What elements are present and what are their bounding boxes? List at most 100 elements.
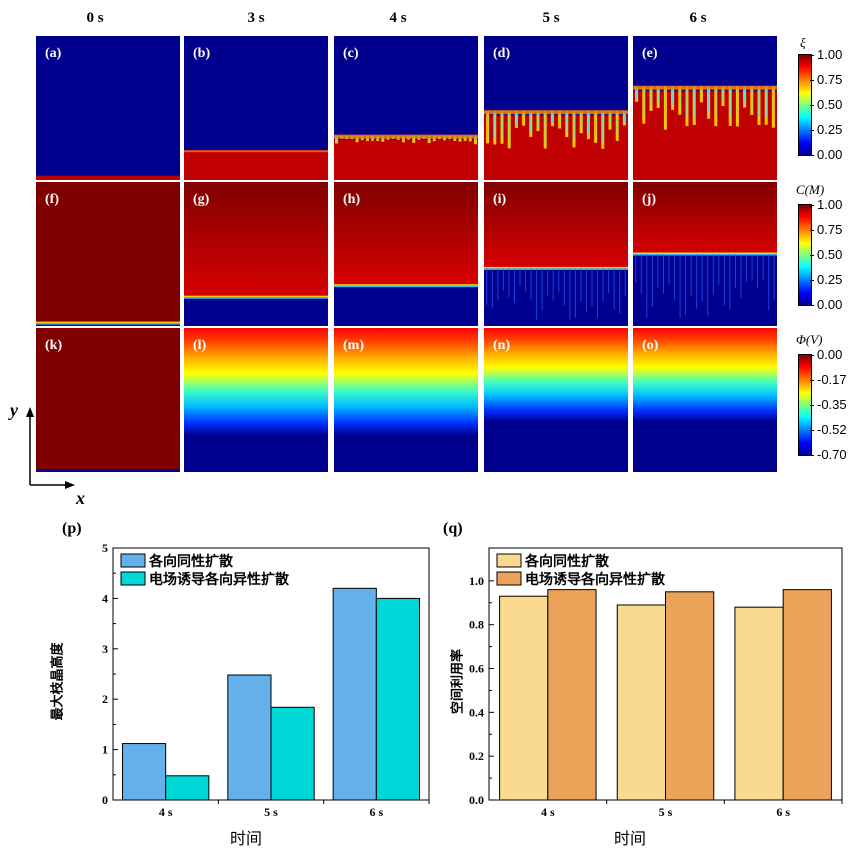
colorbar-tick-label: 0.50 xyxy=(817,97,843,112)
panel-label: (f) xyxy=(45,192,59,207)
colorbar-tick-label: -0.70 xyxy=(817,447,847,462)
bar-p-2-0 xyxy=(332,587,377,801)
panel-concentration-3: (i) xyxy=(484,182,628,326)
panel-potential-1: (l) xyxy=(184,328,328,472)
colorbar-tickmark xyxy=(810,430,814,431)
panel-concentration-2: (h) xyxy=(334,182,478,326)
panel-label: (b) xyxy=(193,46,211,61)
colorbar-tickmark xyxy=(810,355,814,356)
y-tick-label: 5 xyxy=(102,541,108,555)
panel-concentration-4: (j) xyxy=(633,182,777,326)
column-title-6s: 6 s xyxy=(689,10,707,26)
x-tick-label: 6 s xyxy=(776,805,790,819)
panel-label: (d) xyxy=(493,46,511,61)
chart-q: 4 s 5 s 6 s 0.0 0.2 0.4 0.6 0.8 1.0 各向同性扩散电场诱导各向异… xyxy=(469,547,843,819)
y-tick-label: 0.4 xyxy=(469,705,484,719)
colorbar-tickmark xyxy=(810,80,814,81)
panel-xi-4: (e) xyxy=(633,36,777,180)
x-tick-label: 6 s xyxy=(369,805,383,819)
x-tick-label: 5 s xyxy=(264,805,278,819)
bar-p-2-1 xyxy=(375,597,421,801)
legend-label: 各向同性扩散 xyxy=(148,553,234,570)
panel-xi-1: (b) xyxy=(184,36,328,180)
colorbar-tickmark xyxy=(810,255,814,256)
x-tick-label: 4 s xyxy=(159,805,173,819)
bar-p-0-1 xyxy=(165,775,210,801)
bar-p-0-0 xyxy=(121,743,167,801)
colorbar-tickmark xyxy=(810,305,814,306)
bar-q-0-0 xyxy=(499,595,549,801)
y-tick-label: 1.0 xyxy=(469,574,484,588)
panel-label: (i) xyxy=(493,192,507,207)
panel-label: (n) xyxy=(493,338,511,353)
colorbar-tickmark xyxy=(810,380,814,381)
bar-q-2-0 xyxy=(734,606,784,801)
y-tick-label: 0.0 xyxy=(469,793,484,807)
legend-label: 电场诱导各向异性扩散 xyxy=(525,571,666,588)
chart-q-ylabel: 空间利用率 xyxy=(450,649,466,715)
colorbar-phi-title: Φ(V) xyxy=(796,332,823,347)
colorbar-tickmark xyxy=(810,230,814,231)
bar-p-1-1 xyxy=(270,706,315,801)
colorbar-tick-label: 0.00 xyxy=(817,297,843,312)
panel-label: (g) xyxy=(193,192,210,207)
x-tick-label: 4 s xyxy=(541,805,555,819)
panel-potential-0: (k) xyxy=(36,328,180,472)
panel-label: (j) xyxy=(642,192,656,207)
panel-concentration-0: (f) xyxy=(36,182,180,326)
colorbar-tick-label: 0.25 xyxy=(817,122,843,137)
legend-swatch xyxy=(120,571,146,586)
column-title-3s: 3 s xyxy=(247,10,265,26)
colorbar-c-title: C(M) xyxy=(796,182,825,197)
x-tick-label: 5 s xyxy=(659,805,673,819)
legend-swatch xyxy=(496,553,522,568)
colorbar-tick-label: -0.52 xyxy=(817,422,847,437)
panel-label: (m) xyxy=(343,338,364,353)
legend-swatch xyxy=(120,553,146,568)
bar-p-1-0 xyxy=(227,674,272,801)
colorbar-tickmark xyxy=(810,455,814,456)
chart-p-label: (p) xyxy=(62,520,82,537)
panel-label: (a) xyxy=(45,46,62,61)
panel-label: (l) xyxy=(193,338,207,353)
y-tick-label: 2 xyxy=(102,692,108,706)
chart-p-xlabel: 时间 xyxy=(230,829,263,848)
panel-label: (e) xyxy=(642,46,658,61)
bar-q-1-1 xyxy=(665,591,715,801)
plot-frame xyxy=(488,547,843,801)
panel-label: (h) xyxy=(343,192,361,207)
panel-potential-3: (n) xyxy=(484,328,628,472)
colorbar-tick-label: 0.25 xyxy=(817,272,843,287)
panel-concentration-1: (g) xyxy=(184,182,328,326)
bar-q-0-1 xyxy=(547,589,597,801)
colorbar-xi-title: ξ xyxy=(800,35,806,50)
x-axis-arrow-label: x xyxy=(76,488,85,508)
panel-potential-4: (o) xyxy=(633,328,777,472)
column-title-5s: 5 s xyxy=(542,10,560,26)
colorbar-tickmark xyxy=(810,105,814,106)
chart-q-xlabel: 时间 xyxy=(614,829,647,848)
panel-label: (c) xyxy=(343,46,359,61)
bar-q-2-1 xyxy=(782,589,832,801)
y-tick-label: 0.2 xyxy=(469,749,484,763)
colorbar-tickmark xyxy=(810,130,814,131)
colorbar-tick-label: -0.17 xyxy=(817,372,847,387)
colorbar-tickmark xyxy=(810,205,814,206)
panel-potential-2: (m) xyxy=(334,328,478,472)
colorbar-tickmark xyxy=(810,280,814,281)
column-title-4s: 4 s xyxy=(389,10,407,26)
legend-label: 电场诱导各向异性扩散 xyxy=(149,571,290,588)
panel-xi-3: (d) xyxy=(484,36,628,180)
y-tick-label: 1 xyxy=(102,743,108,757)
y-axis-arrow-label: y xyxy=(10,400,18,420)
colorbar-tick-label: 0.75 xyxy=(817,72,843,87)
legend-swatch xyxy=(496,571,522,586)
chart-q-label: (q) xyxy=(443,520,463,537)
colorbar-tick-label: 0.00 xyxy=(817,147,843,162)
chart-p-ylabel: 最大枝晶高度 xyxy=(50,642,66,721)
colorbar-tick-label: -0.35 xyxy=(817,397,847,412)
colorbar-tick-label: 0.75 xyxy=(817,222,843,237)
colorbar-tick-label: 0.50 xyxy=(817,247,843,262)
y-tick-label: 3 xyxy=(102,642,108,656)
